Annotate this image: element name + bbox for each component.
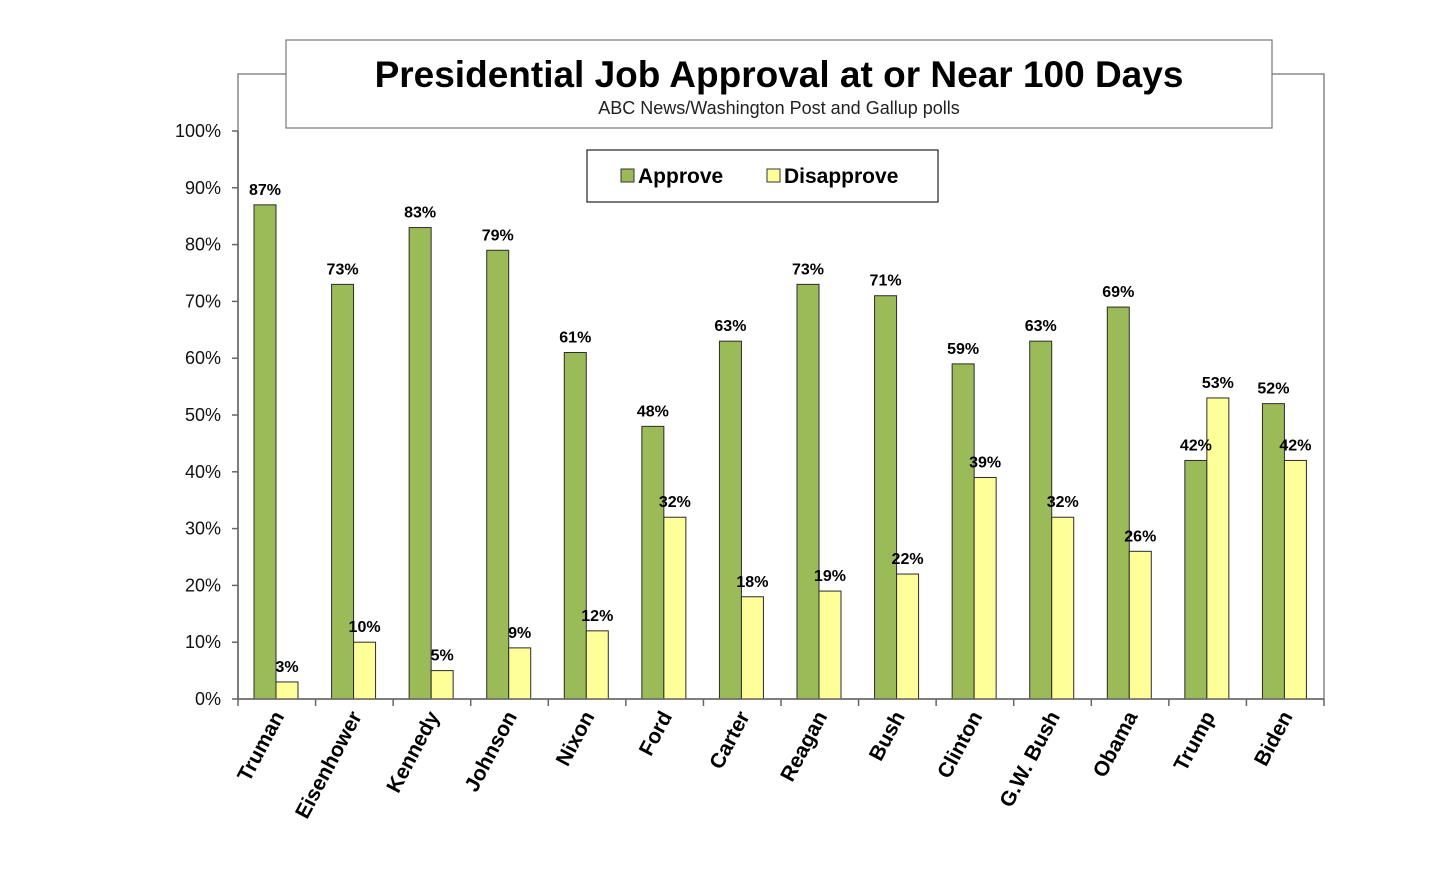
- y-tick-label: 40%: [185, 462, 221, 482]
- bar-disapprove: [353, 641, 377, 700]
- category-label: Clinton: [933, 708, 987, 783]
- data-label-disapprove: 32%: [659, 494, 691, 511]
- chart-title: Presidential Job Approval at or Near 100…: [375, 54, 1184, 95]
- legend-label-approve: Approve: [638, 165, 723, 188]
- y-tick-label: 90%: [185, 178, 221, 198]
- data-label-approve: 73%: [792, 261, 824, 278]
- bar-disapprove: [1128, 550, 1152, 700]
- data-label-disapprove: 32%: [1047, 494, 1079, 511]
- category-label: Bush: [865, 708, 910, 765]
- legend: Approve Disapprove: [586, 149, 939, 203]
- data-label-approve: 71%: [870, 273, 902, 290]
- data-label-approve: 48%: [637, 403, 669, 420]
- data-label-disapprove: 19%: [814, 568, 846, 585]
- data-label-disapprove: 3%: [275, 659, 298, 676]
- chart-subtitle: ABC News/Washington Post and Gallup poll…: [598, 98, 960, 118]
- bar-approve: [331, 283, 355, 700]
- y-tick-label: 10%: [185, 632, 221, 652]
- data-label-approve: 42%: [1180, 437, 1212, 454]
- bar-disapprove: [973, 476, 997, 700]
- bar-approve: [1106, 306, 1130, 700]
- data-label-disapprove: 26%: [1124, 528, 1156, 545]
- data-label-disapprove: 9%: [508, 625, 531, 642]
- y-tick-label: 80%: [185, 235, 221, 255]
- data-label-disapprove: 10%: [349, 619, 381, 636]
- bar-approve: [1184, 459, 1208, 700]
- category-label: Nixon: [552, 708, 600, 770]
- data-label-approve: 61%: [559, 330, 591, 347]
- bar-disapprove: [740, 596, 764, 700]
- y-tick-label: 70%: [185, 291, 221, 311]
- data-label-approve: 73%: [327, 261, 359, 278]
- bar-approve: [1029, 340, 1053, 700]
- category-label: Reagan: [776, 708, 832, 786]
- bar-disapprove: [508, 647, 532, 700]
- legend-swatch-approve: [620, 168, 635, 183]
- category-label: Johnson: [461, 708, 522, 796]
- data-label-approve: 63%: [714, 318, 746, 335]
- y-ticks-layer: 0% 10% 20% 30% 40% 50% 60% 70% 80% 90% 100%: [175, 121, 238, 709]
- data-label-approve: 83%: [404, 205, 436, 222]
- bar-approve: [408, 227, 432, 700]
- bar-disapprove: [1051, 516, 1075, 700]
- y-tick-label: 30%: [185, 519, 221, 539]
- legend-swatch-disapprove: [766, 168, 781, 183]
- bar-approve: [563, 352, 587, 700]
- data-labels-layer: 87% 73% 83% 79% 61% 48% 63% 73% 71% 59% 63% 69% 42% 5…: [249, 182, 1311, 676]
- category-label: Obama: [1089, 707, 1143, 781]
- bar-approve: [951, 363, 975, 700]
- bar-disapprove: [430, 670, 454, 700]
- category-label: G.W. Bush: [995, 708, 1065, 812]
- bar-disapprove: [663, 516, 687, 700]
- y-tick-label: 20%: [185, 575, 221, 595]
- data-label-approve: 52%: [1257, 381, 1289, 398]
- data-label-approve: 69%: [1102, 284, 1134, 301]
- category-label: Eisenhower: [291, 708, 367, 823]
- category-label: Ford: [635, 708, 677, 760]
- x-ticks-layer: Truman Eisenhower Kennedy Johnson Nixon Ford C…: [233, 699, 1325, 823]
- bar-approve: [874, 295, 898, 700]
- category-label: Trump: [1170, 708, 1220, 775]
- data-label-disapprove: 22%: [892, 551, 924, 568]
- bar-disapprove: [1283, 459, 1307, 700]
- legend-frame: [586, 149, 939, 203]
- y-tick-label: 100%: [175, 121, 221, 141]
- category-label: Biden: [1250, 708, 1298, 770]
- bar-disapprove: [275, 681, 299, 700]
- title-box-frame: [285, 39, 1273, 129]
- data-label-disapprove: 42%: [1279, 437, 1311, 454]
- bar-disapprove: [896, 573, 920, 700]
- data-label-approve: 59%: [947, 341, 979, 358]
- data-label-disapprove: 18%: [736, 574, 768, 591]
- data-label-disapprove: 53%: [1202, 375, 1234, 392]
- bar-approve: [718, 340, 742, 700]
- data-label-disapprove: 5%: [431, 648, 454, 665]
- title-box: Presidential Job Approval at or Near 100…: [285, 39, 1273, 129]
- data-label-approve: 87%: [249, 182, 281, 199]
- bar-disapprove: [585, 630, 609, 700]
- data-label-disapprove: 12%: [581, 608, 613, 625]
- legend-label-disapprove: Disapprove: [784, 165, 898, 188]
- bar-approve: [796, 283, 820, 700]
- data-label-approve: 79%: [482, 227, 514, 244]
- data-label-approve: 63%: [1025, 318, 1057, 335]
- y-tick-label: 0%: [195, 689, 221, 709]
- bar-approve: [486, 249, 510, 700]
- y-tick-label: 50%: [185, 405, 221, 425]
- category-label: Carter: [705, 708, 754, 773]
- data-label-disapprove: 39%: [969, 454, 1001, 471]
- y-tick-label: 60%: [185, 348, 221, 368]
- bar-approve: [641, 425, 665, 700]
- category-label: Truman: [233, 708, 289, 786]
- bar-disapprove: [818, 590, 842, 700]
- bar-approve: [253, 204, 277, 700]
- bars-layer: [253, 204, 1307, 700]
- category-label: Kennedy: [382, 707, 444, 796]
